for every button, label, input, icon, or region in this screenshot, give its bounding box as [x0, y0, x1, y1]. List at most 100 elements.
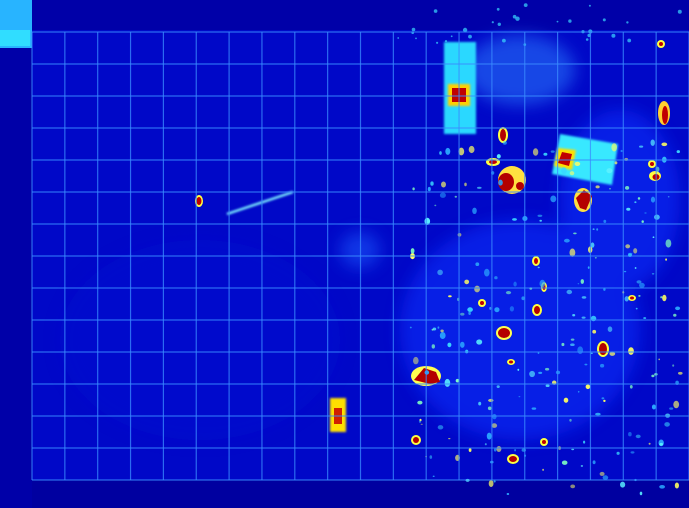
- border-band-bottom: [0, 480, 689, 508]
- speckle: [658, 358, 660, 361]
- speckle: [675, 306, 681, 311]
- speckle: [460, 341, 465, 348]
- speckle: [517, 368, 520, 371]
- warm-speckles: [397, 3, 683, 496]
- speckle: [497, 22, 501, 26]
- speckle: [673, 400, 680, 409]
- speckle: [665, 258, 667, 261]
- speckle: [447, 342, 452, 348]
- speckle: [462, 27, 468, 33]
- speckle: [609, 351, 616, 356]
- speckle: [623, 270, 627, 273]
- grid-overlay: [31, 31, 689, 481]
- speckle: [595, 185, 600, 189]
- speckle: [476, 339, 483, 345]
- speckle: [550, 150, 555, 153]
- speckle: [433, 9, 438, 13]
- speckle: [585, 38, 589, 41]
- speckle: [625, 186, 630, 190]
- speckle: [498, 179, 503, 186]
- speckle: [496, 385, 500, 388]
- speckle: [669, 407, 674, 410]
- corner-highlight-bright: [0, 30, 30, 46]
- speckle: [502, 141, 507, 145]
- speckle: [437, 326, 440, 329]
- speckle: [494, 276, 498, 280]
- speckle: [595, 412, 601, 416]
- speckle: [537, 214, 543, 217]
- speckle: [581, 296, 587, 299]
- speckle: [577, 346, 584, 355]
- speckle: [518, 396, 521, 398]
- speckle: [487, 406, 492, 411]
- speckle: [672, 364, 675, 367]
- speckle: [592, 460, 596, 465]
- speckle: [506, 493, 510, 495]
- speckle: [569, 418, 572, 422]
- speckle: [590, 352, 593, 354]
- speckle: [439, 192, 446, 198]
- speckle: [545, 367, 550, 371]
- speckle: [561, 167, 567, 175]
- speckle: [659, 485, 665, 489]
- speckle: [665, 239, 672, 248]
- speckle: [602, 18, 606, 22]
- speckle: [475, 262, 480, 267]
- speckle: [437, 269, 443, 276]
- speckle: [626, 207, 631, 211]
- speckle: [569, 171, 575, 176]
- speckle: [521, 296, 525, 301]
- speckle: [648, 442, 651, 445]
- speckle: [472, 207, 477, 214]
- speckle: [437, 425, 444, 430]
- speckle: [584, 363, 588, 366]
- speckle: [515, 16, 520, 21]
- speckle: [570, 338, 575, 341]
- speckle: [639, 145, 644, 148]
- speckle: [444, 40, 448, 43]
- speckle: [418, 420, 422, 423]
- speckle: [592, 228, 595, 230]
- speckle: [650, 139, 655, 146]
- speckle: [628, 432, 632, 437]
- speckle: [464, 279, 470, 285]
- speckle: [556, 20, 559, 23]
- speckle: [603, 219, 607, 223]
- speckle: [585, 384, 591, 390]
- speckle: [661, 142, 668, 147]
- speckle: [431, 328, 434, 331]
- speckle: [417, 400, 423, 405]
- speckle: [596, 228, 599, 231]
- rooftop-block-south: [330, 398, 346, 432]
- speckle: [448, 295, 452, 298]
- speckle: [514, 449, 516, 452]
- speckle: [543, 152, 548, 156]
- speckle: [477, 186, 482, 189]
- speckle: [638, 295, 641, 297]
- speckle: [434, 204, 437, 207]
- speckle: [633, 248, 638, 254]
- speckle: [628, 347, 634, 355]
- speckle: [676, 150, 680, 154]
- speckle: [445, 147, 451, 155]
- speckle: [455, 378, 460, 383]
- speckle: [415, 37, 417, 40]
- speckle: [641, 220, 644, 223]
- speckle: [513, 281, 517, 287]
- speckle: [616, 451, 620, 455]
- speckle: [441, 181, 446, 188]
- speckle: [592, 329, 597, 334]
- speckle: [651, 374, 655, 378]
- speckle: [611, 143, 617, 152]
- speckle: [603, 399, 606, 402]
- speckle: [484, 268, 490, 277]
- speckle: [602, 475, 609, 480]
- speckle: [639, 491, 643, 496]
- speckle: [539, 279, 546, 288]
- speckle: [611, 33, 616, 38]
- speckle: [609, 187, 611, 190]
- speckle: [571, 448, 575, 451]
- speckle: [630, 451, 635, 454]
- speckle: [636, 280, 642, 284]
